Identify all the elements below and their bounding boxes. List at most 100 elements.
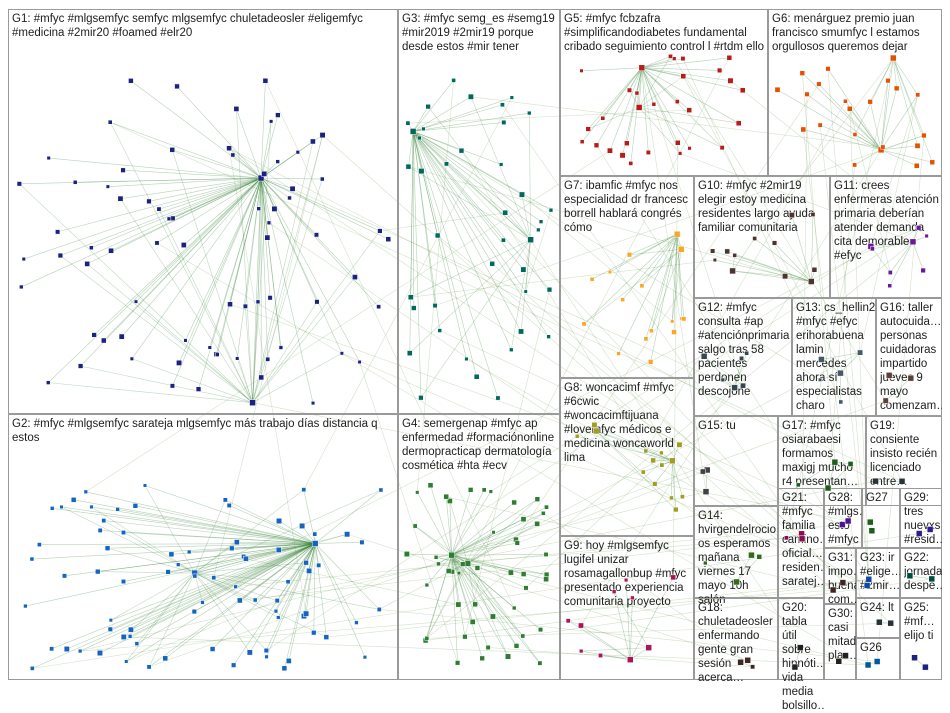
- node-g6[interactable]: [930, 160, 935, 165]
- node-g3[interactable]: [408, 295, 413, 300]
- node-g7[interactable]: [627, 252, 632, 257]
- node-g1[interactable]: [147, 199, 152, 204]
- node-g6[interactable]: [805, 92, 810, 97]
- node-g1[interactable]: [227, 146, 232, 151]
- node-g2[interactable]: [187, 550, 191, 554]
- node-g6[interactable]: [817, 82, 822, 87]
- node-g2[interactable]: [311, 630, 316, 635]
- node-g1[interactable]: [256, 300, 260, 304]
- node-g4[interactable]: [544, 505, 548, 509]
- node-g1[interactable]: [262, 171, 267, 176]
- node-g1[interactable]: [92, 333, 97, 338]
- node-g2[interactable]: [286, 580, 290, 584]
- node-g10[interactable]: [710, 249, 715, 254]
- node-g12[interactable]: [732, 385, 738, 391]
- node-g3[interactable]: [547, 335, 551, 339]
- node-g5[interactable]: [586, 127, 591, 132]
- node-g1[interactable]: [181, 242, 186, 247]
- node-g4[interactable]: [535, 497, 540, 502]
- node-g2[interactable]: [299, 523, 304, 528]
- node-g2[interactable]: [231, 663, 236, 668]
- node-g2[interactable]: [121, 634, 126, 639]
- node-g2[interactable]: [243, 556, 248, 561]
- node-g5[interactable]: [740, 88, 745, 93]
- node-g1[interactable]: [296, 150, 300, 154]
- node-g2[interactable]: [282, 666, 287, 671]
- node-g1[interactable]: [17, 182, 22, 187]
- node-g5[interactable]: [675, 99, 679, 103]
- node-g1[interactable]: [352, 275, 357, 280]
- node-g4[interactable]: [449, 552, 455, 558]
- node-g5[interactable]: [678, 152, 682, 156]
- node-g4[interactable]: [428, 483, 433, 488]
- node-g4[interactable]: [508, 570, 513, 575]
- node-g5[interactable]: [580, 140, 584, 144]
- node-g2[interactable]: [97, 650, 102, 655]
- node-g2[interactable]: [379, 488, 383, 492]
- node-g7[interactable]: [678, 246, 684, 252]
- node-g26[interactable]: [865, 662, 871, 668]
- node-g8[interactable]: [660, 463, 664, 467]
- node-g1[interactable]: [315, 300, 320, 305]
- node-g1[interactable]: [184, 339, 188, 343]
- node-g4[interactable]: [456, 602, 461, 607]
- node-g3[interactable]: [524, 290, 528, 294]
- node-g1[interactable]: [73, 180, 77, 184]
- node-g1[interactable]: [170, 147, 175, 152]
- node-g1[interactable]: [22, 257, 26, 261]
- node-g9[interactable]: [579, 649, 583, 653]
- node-g3[interactable]: [503, 210, 508, 215]
- node-g3[interactable]: [419, 168, 424, 173]
- node-g2[interactable]: [234, 585, 238, 589]
- node-g1[interactable]: [85, 261, 90, 266]
- node-g5[interactable]: [668, 54, 672, 58]
- node-g14[interactable]: [734, 579, 740, 585]
- node-g2[interactable]: [276, 518, 281, 523]
- node-g2[interactable]: [62, 574, 66, 578]
- node-g4[interactable]: [492, 530, 496, 534]
- node-g2[interactable]: [50, 506, 54, 510]
- node-g5[interactable]: [639, 65, 645, 71]
- node-g1[interactable]: [108, 248, 113, 253]
- node-g18[interactable]: [745, 657, 751, 663]
- node-g2[interactable]: [234, 540, 239, 545]
- node-g31[interactable]: [840, 580, 846, 586]
- node-g2[interactable]: [102, 518, 106, 522]
- node-g2[interactable]: [229, 546, 234, 551]
- node-g1[interactable]: [320, 132, 325, 137]
- node-g3[interactable]: [407, 351, 412, 356]
- node-g1[interactable]: [176, 360, 181, 365]
- node-g12[interactable]: [701, 353, 707, 359]
- node-g2[interactable]: [313, 532, 317, 536]
- node-g1[interactable]: [267, 221, 271, 225]
- node-g20[interactable]: [792, 664, 798, 670]
- node-g3[interactable]: [438, 329, 442, 333]
- node-g25[interactable]: [922, 664, 928, 670]
- node-g1[interactable]: [377, 305, 381, 309]
- node-g7[interactable]: [608, 270, 612, 274]
- node-g6[interactable]: [801, 127, 806, 132]
- node-g2[interactable]: [30, 666, 34, 670]
- node-g2[interactable]: [49, 647, 53, 651]
- node-g3[interactable]: [518, 329, 523, 334]
- node-g3[interactable]: [465, 357, 469, 361]
- node-g2[interactable]: [276, 616, 280, 620]
- node-g10[interactable]: [753, 236, 757, 240]
- node-g4[interactable]: [541, 511, 545, 515]
- node-g6[interactable]: [868, 99, 873, 104]
- node-g3[interactable]: [499, 163, 503, 167]
- node-g10[interactable]: [789, 212, 794, 217]
- node-g21[interactable]: [799, 536, 805, 542]
- node-g2[interactable]: [64, 646, 69, 651]
- node-g4[interactable]: [512, 500, 517, 505]
- node-g16[interactable]: [908, 375, 914, 381]
- node-g23[interactable]: [864, 582, 870, 588]
- node-g7[interactable]: [621, 298, 625, 302]
- node-g4[interactable]: [444, 494, 449, 499]
- node-g3[interactable]: [426, 104, 431, 109]
- node-g10[interactable]: [808, 279, 814, 285]
- node-g2[interactable]: [90, 505, 94, 509]
- node-g3[interactable]: [406, 164, 411, 169]
- node-g5[interactable]: [627, 88, 632, 93]
- node-g30[interactable]: [842, 653, 848, 659]
